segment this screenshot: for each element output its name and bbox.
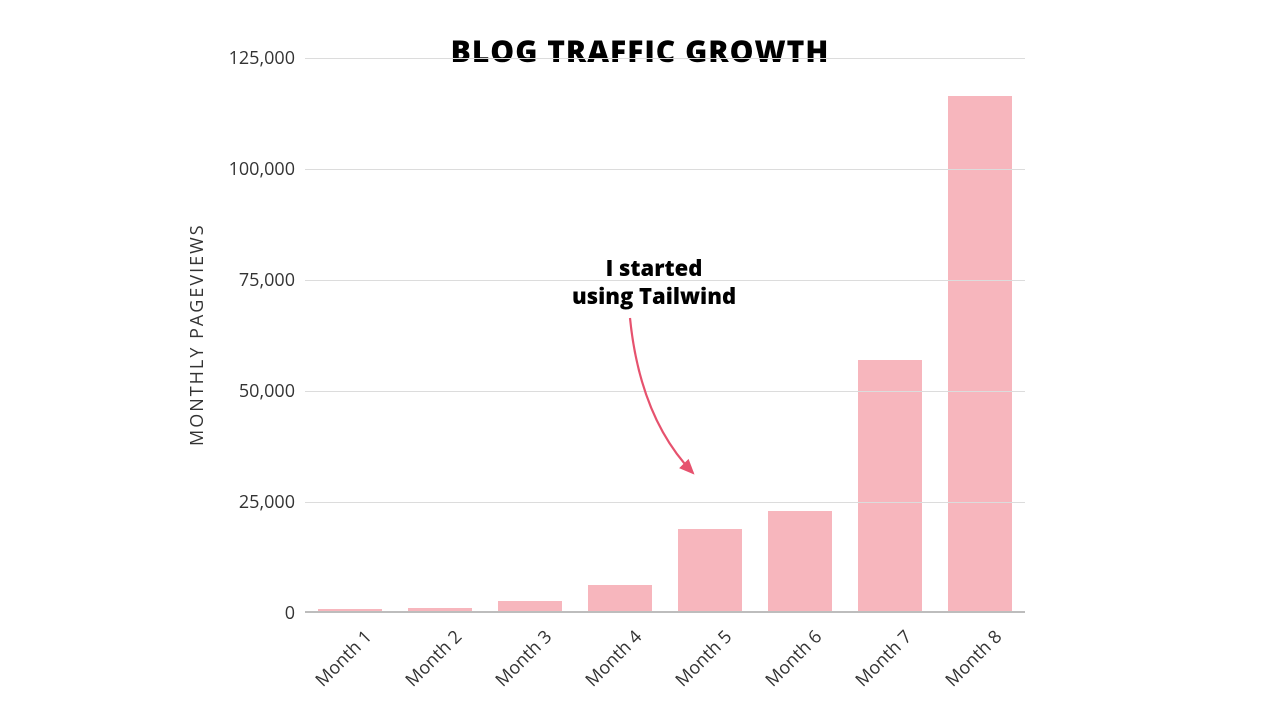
gridline [305,502,1025,503]
ytick-label: 25,000 [239,490,305,514]
bars-container [305,58,1025,613]
ytick-label: 50,000 [239,379,305,403]
gridline [305,58,1025,59]
annotation-line1: I started [606,253,703,283]
xtick-label: Month 5 [670,625,737,692]
bar [678,529,743,613]
ytick-label: 125,000 [229,46,305,70]
ytick-label: 100,000 [229,157,305,181]
x-axis-baseline [305,611,1025,613]
bar [768,511,833,613]
xtick-label: Month 6 [760,625,827,692]
gridline [305,391,1025,392]
y-axis-label: MONTHLY PAGEVIEWS [185,223,209,446]
plot-area: 025,00050,00075,000100,000125,000 [305,58,1025,613]
xtick-label: Month 4 [580,625,647,692]
ytick-label: 0 [285,601,305,625]
xtick-label: Month 8 [940,625,1007,692]
annotation-line2: using Tailwind [572,281,736,311]
xtick-label: Month 7 [850,625,917,692]
xtick-label: Month 3 [490,625,557,692]
bar [858,360,923,613]
xtick-label: Month 2 [400,625,467,692]
xtick-label: Month 1 [310,625,377,692]
gridline [305,169,1025,170]
bar [948,96,1013,613]
bar [588,585,653,613]
ytick-label: 75,000 [239,268,305,292]
annotation-callout: I started using Tailwind [572,255,736,310]
